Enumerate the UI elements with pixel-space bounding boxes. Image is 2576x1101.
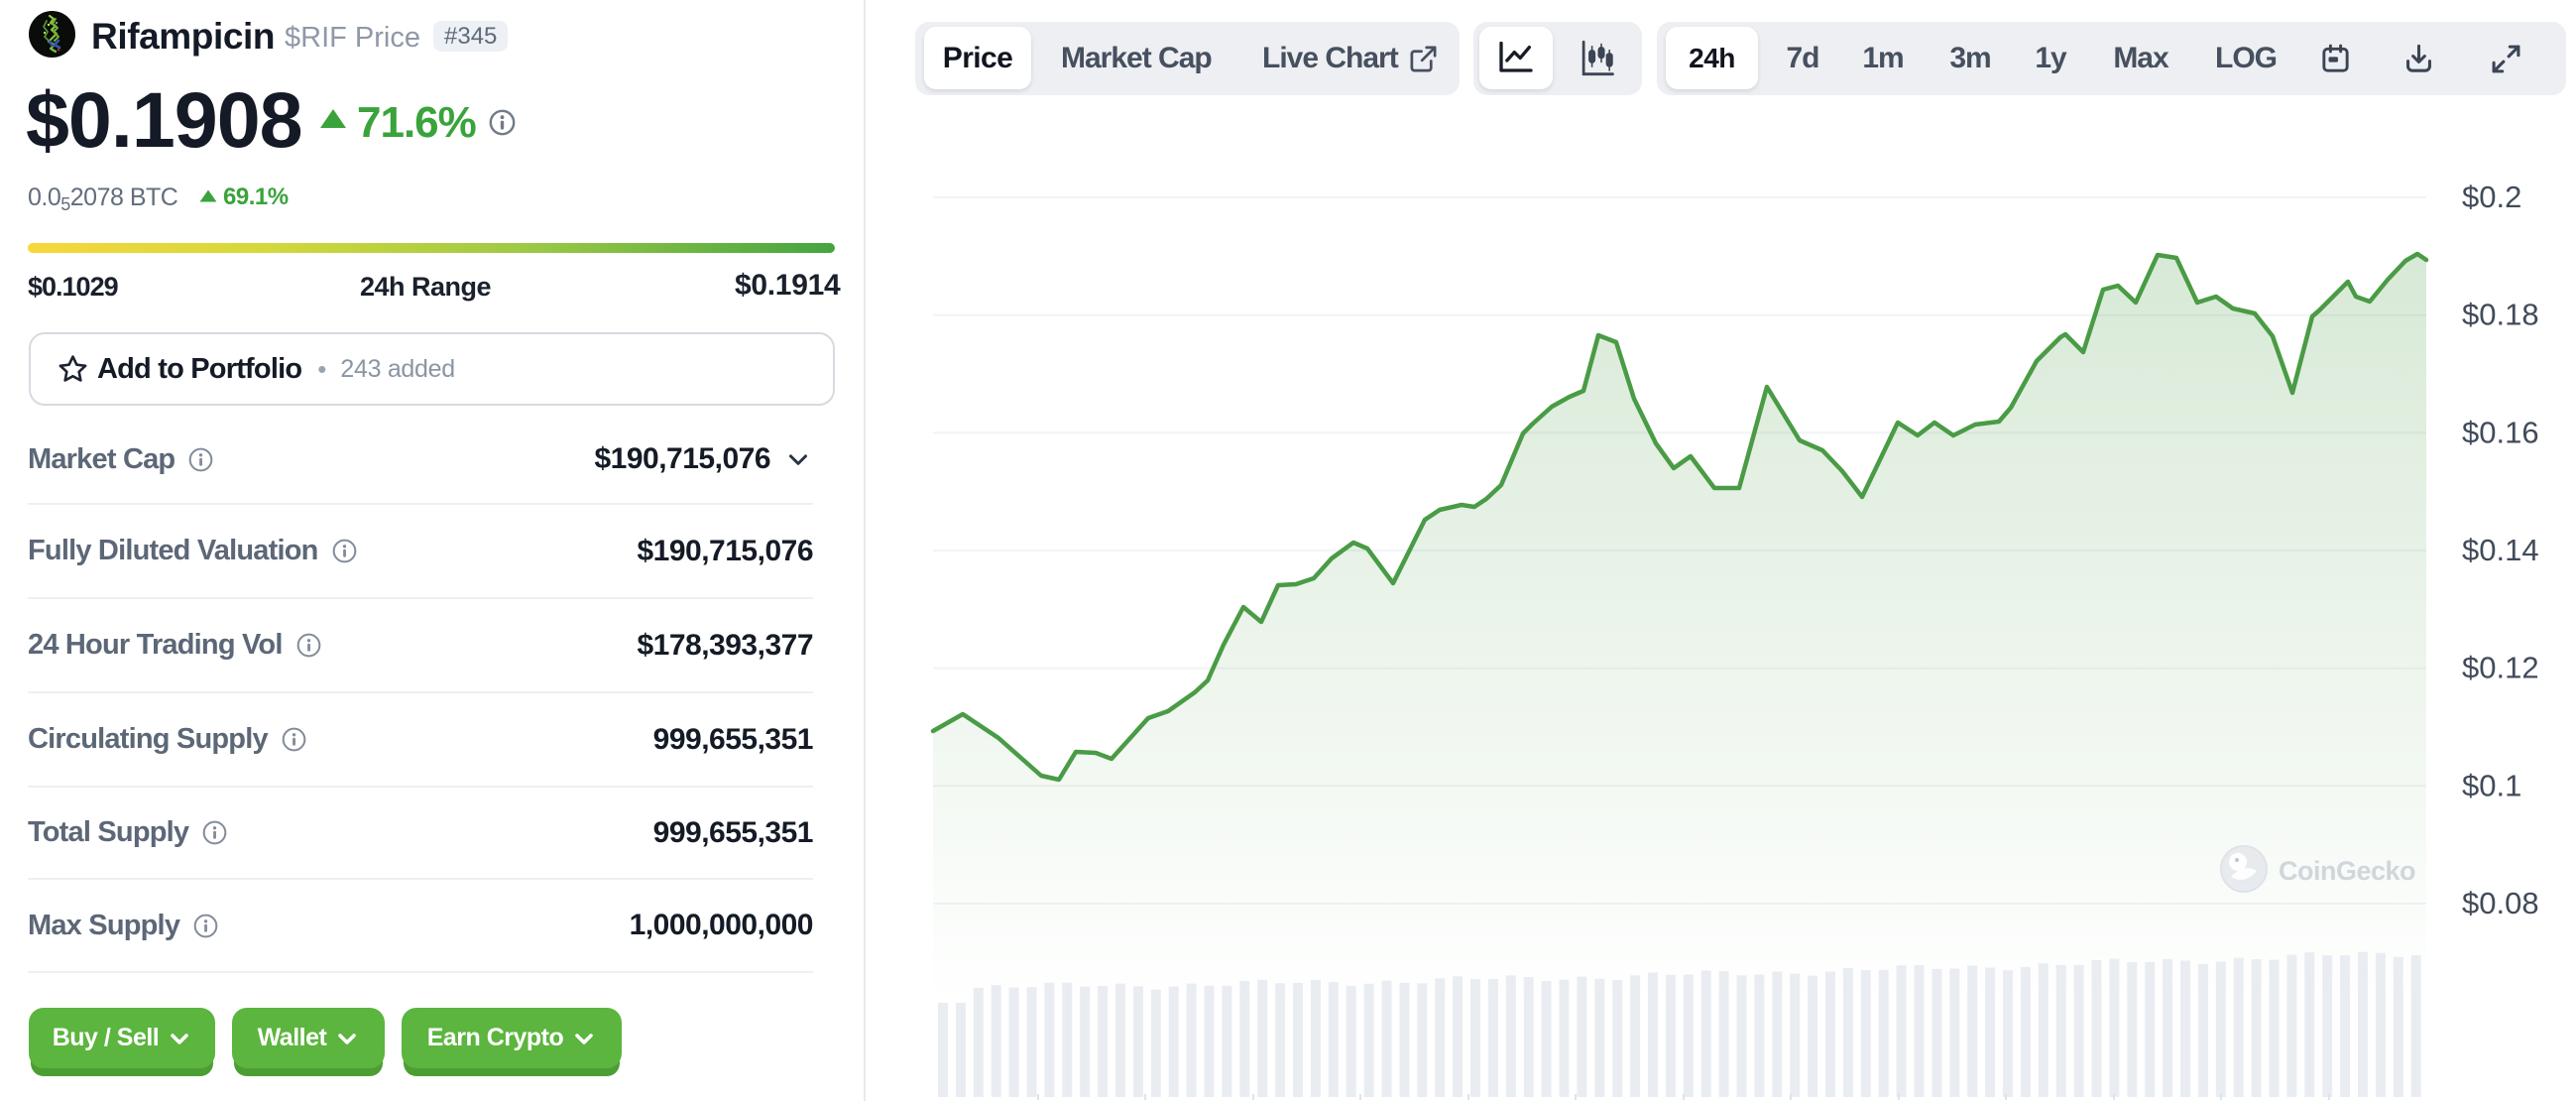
svg-text:CoinGecko: CoinGecko [2279, 856, 2415, 886]
svg-text:$0.08: $0.08 [2462, 886, 2539, 920]
svg-text:$0.14: $0.14 [2462, 533, 2539, 567]
svg-text:$0.12: $0.12 [2462, 651, 2539, 685]
svg-text:$0.18: $0.18 [2462, 298, 2539, 332]
svg-text:$0.1: $0.1 [2462, 768, 2521, 802]
svg-text:$0.16: $0.16 [2462, 415, 2539, 449]
svg-text:$0.2: $0.2 [2462, 180, 2521, 214]
